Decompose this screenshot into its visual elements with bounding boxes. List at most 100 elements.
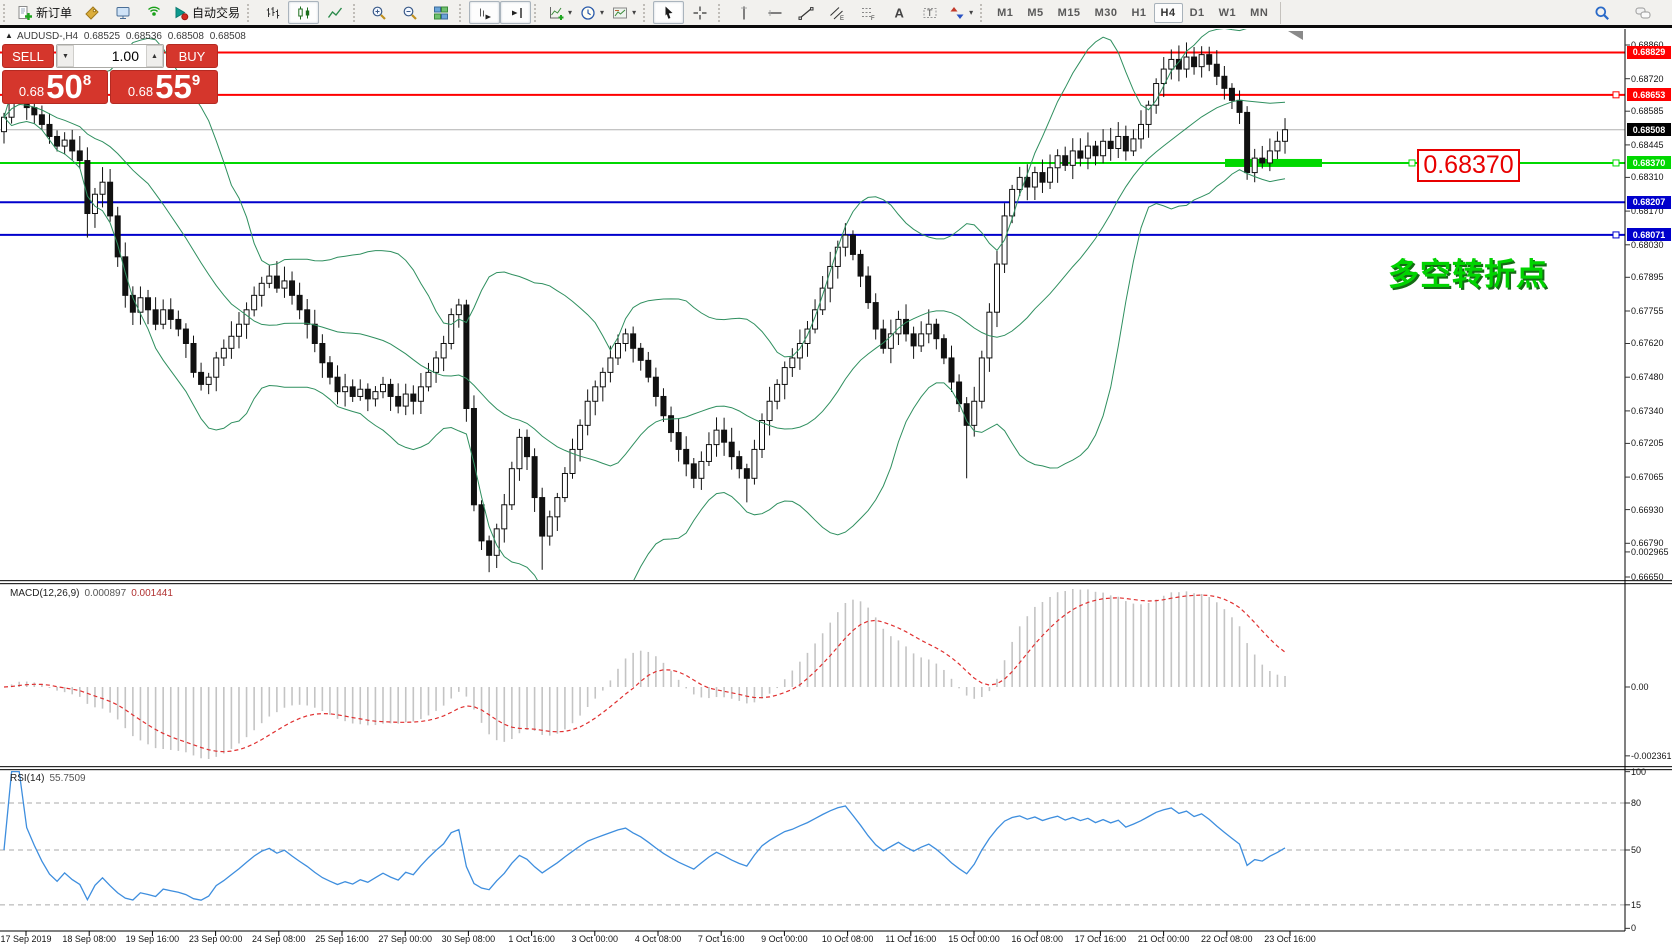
rsi-tick-label: 80 (1631, 797, 1642, 808)
toolbar-group-handle[interactable] (643, 3, 649, 22)
horizontal-line-thick-segment[interactable] (1225, 158, 1322, 167)
toolbar-group-handle[interactable] (459, 3, 465, 22)
timeframe-h1-button[interactable]: H1 (1131, 6, 1147, 19)
macd-indicator (3, 589, 1286, 759)
crosshair-button[interactable] (684, 1, 715, 24)
line-handle[interactable] (1612, 231, 1620, 239)
chart-text-annotation[interactable]: 多空转折点 (1388, 257, 1548, 293)
timeframe-m30-button[interactable]: M30 (1094, 6, 1118, 19)
price-tick-label: 0.66650 (1631, 572, 1664, 582)
buy-button[interactable]: BUY (166, 44, 218, 68)
toolbar-group-handle[interactable] (534, 3, 540, 22)
text-button[interactable]: A (883, 1, 914, 24)
trendline-button[interactable] (790, 1, 821, 24)
date-tick-label: 16 Oct 08:00 (1011, 934, 1063, 944)
indicators-button[interactable]: ▾ (544, 1, 576, 24)
price-tick-label: 0.67340 (1631, 405, 1664, 416)
toolbar-group-handle[interactable] (3, 3, 9, 22)
collapse-arrow-icon[interactable]: ▲ (5, 31, 13, 40)
signal-icon (147, 6, 160, 16)
timeframe-m1-button[interactable]: M1 (997, 6, 1014, 19)
toolbar-group-handle[interactable] (718, 3, 724, 22)
toolbar-group-handle[interactable] (353, 3, 359, 22)
date-tick-label: 7 Oct 16:00 (697, 934, 745, 944)
new-order-button[interactable]: 新订单 (13, 1, 76, 24)
line-chart-button[interactable] (319, 1, 350, 24)
chat-button[interactable] (1627, 1, 1658, 24)
tile-windows-icon (433, 6, 448, 19)
price-tick-label: 0.68445 (1631, 139, 1664, 150)
rsi-label: RSI(14) 55.7509 (10, 773, 86, 784)
chevron-down-icon: ▾ (600, 8, 605, 17)
new-order-icon (18, 5, 32, 20)
timeframe-h4-button[interactable]: H4 (1153, 2, 1183, 23)
autoscroll-button[interactable] (469, 1, 501, 24)
toolbar-group-handle[interactable] (247, 3, 253, 22)
toolbar-group-handle[interactable] (980, 3, 986, 22)
autotrade-button-label: 自动交易 (192, 6, 241, 20)
timeframe-m15-button[interactable]: M15 (1057, 6, 1081, 19)
cursor-icon (665, 6, 673, 19)
svg-text:E: E (840, 16, 844, 21)
date-tick-label: 4 Oct 08:00 (634, 934, 682, 944)
rsi-tick-label: 15 (1631, 899, 1642, 910)
autoscroll-icon (479, 8, 491, 19)
news-button[interactable] (138, 1, 169, 24)
rsi-tick-label: 0 (1631, 923, 1637, 934)
timeframe-m5-button[interactable]: M5 (1027, 6, 1044, 19)
date-tick-label: 10 Oct 08:00 (821, 934, 874, 944)
macd-name: MACD(12,26,9) (10, 588, 80, 599)
channel-button[interactable]: E (821, 1, 852, 24)
date-tick-label: 24 Sep 08:00 (252, 934, 306, 944)
sell-button[interactable]: SELL (2, 44, 54, 68)
hline-icon (768, 9, 782, 16)
date-tick-label: 3 Oct 00:00 (571, 934, 619, 944)
tile-windows-button[interactable] (425, 1, 456, 24)
price-level-tag[interactable]: 0.68370 (1417, 149, 1520, 182)
chat-icon (1635, 7, 1650, 18)
zoom-out-icon (403, 6, 417, 20)
buy-price-sup: 9 (191, 72, 201, 89)
timeframe-w1-button[interactable]: W1 (1218, 6, 1237, 19)
chart-shift-button[interactable] (500, 1, 532, 24)
price-tick-label: 0.66790 (1631, 538, 1664, 549)
trendline-icon (798, 6, 814, 20)
price-tick-label: 0.67480 (1631, 372, 1664, 383)
close-value: 0.68508 (209, 31, 246, 42)
vertical-line-button[interactable] (728, 1, 759, 24)
styler-button[interactable] (76, 1, 107, 24)
horizontal-line-button[interactable] (759, 1, 790, 24)
search-button[interactable] (1586, 1, 1617, 24)
volume-spinner: ▼ 1.00 ▲ (56, 44, 164, 68)
timeframe-d1-button[interactable]: D1 (1189, 6, 1205, 19)
terminal-button[interactable] (107, 1, 138, 24)
zoom-in-button[interactable] (363, 1, 394, 24)
buy-price-display[interactable]: 0.68 55 9 (110, 70, 218, 104)
sell-price-display[interactable]: 0.68 50 8 (2, 70, 109, 104)
zoom-out-button[interactable] (394, 1, 425, 24)
price-tick-label: 0.68860 (1631, 40, 1664, 50)
templates-button[interactable]: ▾ (608, 1, 640, 24)
price-tick-label: 0.67205 (1631, 438, 1664, 449)
svg-text:F: F (871, 16, 875, 21)
text-label-button[interactable]: T (914, 1, 945, 24)
volume-increase-button[interactable]: ▲ (146, 45, 163, 67)
periods-button[interactable]: ▾ (576, 1, 608, 24)
fibonacci-button[interactable]: F (852, 1, 883, 24)
line-handle[interactable] (1612, 159, 1620, 167)
line-handle[interactable] (1612, 91, 1620, 99)
autotrade-button[interactable]: 自动交易 (169, 1, 244, 24)
date-tick-label: 22 Oct 08:00 (1201, 934, 1253, 944)
macd-label: MACD(12,26,9) 0.000897 0.001441 (10, 588, 173, 599)
cursor-button[interactable] (653, 1, 685, 24)
timeframe-mn-button[interactable]: MN (1250, 6, 1269, 19)
volume-decrease-button[interactable]: ▼ (57, 45, 74, 67)
arrows-button[interactable]: ▾ (945, 1, 977, 24)
line-handle[interactable] (1408, 159, 1416, 167)
volume-input[interactable]: 1.00 (111, 48, 139, 64)
price-tick-label: 0.68030 (1631, 239, 1664, 250)
candlestick-button[interactable] (288, 1, 320, 24)
bar-chart-button[interactable] (257, 1, 288, 24)
